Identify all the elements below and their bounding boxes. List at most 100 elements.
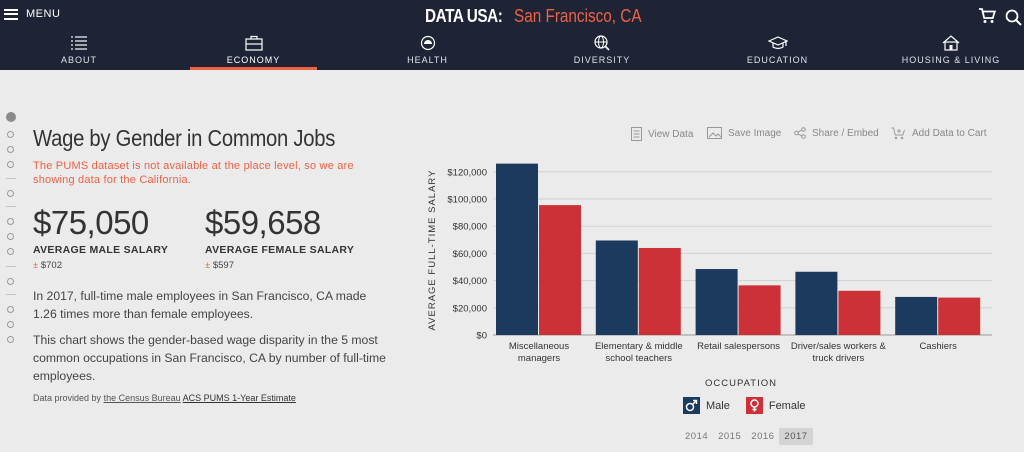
bar-female: [838, 290, 881, 335]
legend-male[interactable]: Male: [683, 397, 730, 414]
y-tick-label: $100,000: [447, 195, 487, 206]
graduation-cap-icon: [767, 36, 788, 50]
year-2016[interactable]: 2016: [751, 431, 775, 442]
year-selector: 2014 2015 2016 2017: [680, 428, 813, 445]
tab-diversity[interactable]: DIVERSITY: [540, 34, 664, 70]
section-dot[interactable]: [7, 146, 14, 153]
menu-label: MENU: [26, 8, 61, 20]
section-dot[interactable]: [7, 190, 14, 197]
bar-female: [938, 297, 981, 335]
section-dot-active[interactable]: [6, 112, 16, 122]
search-icon[interactable]: [1004, 8, 1022, 26]
section-dot[interactable]: [7, 248, 14, 255]
document-icon: [631, 127, 642, 141]
y-tick-label: $60,000: [453, 249, 487, 260]
cart-icon[interactable]: [978, 8, 996, 24]
house-icon: [942, 35, 960, 51]
y-tick-label: $0: [476, 331, 487, 342]
place-name: San Francisco, CA: [514, 6, 642, 26]
female-salary-label: AVERAGE FEMALE SALARY: [205, 244, 355, 256]
add-to-cart-button[interactable]: Add Data to Cart: [891, 127, 986, 140]
tab-label: DIVERSITY: [573, 55, 631, 65]
source-dataset-link[interactable]: ACS PUMS 1-Year Estimate: [182, 393, 296, 403]
tab-label: ECONOMY: [226, 55, 281, 65]
tab-label: HEALTH: [407, 55, 448, 65]
x-tick-label: Driver/sales workers &: [791, 341, 887, 352]
wage-bar-chart: $0 $20,000 $40,000 $60,000 $80,000 $100,000 $1…: [427, 163, 992, 389]
bar-female: [539, 205, 581, 335]
list-icon: [71, 36, 87, 50]
x-tick-label: Cashiers: [919, 341, 957, 352]
tab-economy[interactable]: ECONOMY: [190, 34, 317, 70]
x-tick-label: Retail salespersons: [697, 341, 780, 352]
bar-male: [595, 240, 638, 335]
legend-female-label: Female: [768, 399, 806, 412]
section-dot[interactable]: [7, 161, 14, 168]
male-salary-stat: $75,050 AVERAGE MALE SALARY ± $702: [33, 204, 168, 271]
y-tick-label: $20,000: [453, 303, 487, 314]
legend-female[interactable]: Female: [745, 397, 806, 414]
bar-male: [795, 271, 838, 335]
x-tick-label: managers: [518, 353, 560, 364]
bar-male: [895, 296, 938, 335]
section-nav: ABOUT ECONOMY HEALTH DIVERSITY EDUCA: [0, 34, 1024, 70]
summary-paragraph: In 2017, full-time male employees in San…: [33, 289, 367, 321]
bar-female: [738, 285, 781, 335]
menu-button[interactable]: MENU: [4, 8, 60, 20]
y-tick-label: $120,000: [447, 167, 487, 178]
x-tick-label: truck drivers: [813, 353, 865, 364]
dot-divider: [6, 206, 16, 207]
top-bar: MENU DATA USA: San Francisco, CA: [0, 0, 1024, 34]
bar-female: [638, 247, 681, 335]
section-dot[interactable]: [7, 218, 14, 225]
globe-icon: [594, 35, 610, 51]
hamburger-icon: [4, 8, 18, 20]
tab-label: HOUSING & LIVING: [901, 55, 1001, 65]
section-title: Wage by Gender in Common Jobs: [33, 125, 336, 151]
dot-divider: [6, 178, 16, 179]
save-image-button[interactable]: Save Image: [707, 127, 781, 139]
helmet-icon: [420, 35, 435, 51]
bar-male: [695, 269, 738, 335]
tab-housing[interactable]: HOUSING & LIVING: [890, 34, 1012, 70]
y-tick-label: $40,000: [453, 276, 487, 287]
data-source: Data provided by the Census Bureau ACS P…: [33, 393, 296, 403]
chart-legend: Male Female: [683, 397, 806, 414]
section-dot[interactable]: [7, 306, 14, 313]
x-tick-label: Miscellaneous: [509, 341, 569, 352]
male-symbol-icon: [683, 397, 700, 414]
description-paragraph: This chart shows the gender-based wage d…: [33, 333, 386, 383]
x-tick-label: Elementary & middle: [595, 341, 683, 352]
male-salary-value: $75,050: [33, 204, 149, 241]
male-salary-label: AVERAGE MALE SALARY: [33, 244, 169, 256]
cart-plus-icon: [891, 127, 905, 140]
section-dot[interactable]: [7, 131, 14, 138]
dataset-notice: The PUMS dataset is not available at the…: [33, 160, 354, 186]
section-dot[interactable]: [7, 321, 14, 328]
source-org-link[interactable]: the Census Bureau: [103, 393, 181, 403]
female-salary-moe: ± $597: [205, 260, 234, 271]
year-2014[interactable]: 2014: [685, 431, 709, 442]
image-icon: [707, 127, 722, 139]
year-2017[interactable]: 2017: [779, 428, 813, 445]
female-salary-value: $59,658: [205, 204, 321, 241]
section-dot[interactable]: [7, 233, 14, 240]
bar-male: [496, 163, 538, 335]
male-salary-moe: ± $702: [33, 260, 62, 271]
brand[interactable]: DATA USA: San Francisco, CA: [425, 6, 664, 27]
briefcase-icon: [244, 35, 263, 51]
tab-education[interactable]: EDUCATION: [705, 34, 850, 70]
section-dot[interactable]: [7, 278, 14, 285]
x-axis-label: OCCUPATION: [705, 378, 777, 389]
section-dot[interactable]: [7, 336, 14, 343]
female-salary-stat: $59,658 AVERAGE FEMALE SALARY ± $597: [205, 204, 354, 271]
year-2015[interactable]: 2015: [718, 431, 742, 442]
share-icon: [794, 127, 806, 139]
tab-health[interactable]: HEALTH: [360, 34, 495, 70]
dot-divider: [6, 294, 16, 295]
view-data-button[interactable]: View Data: [631, 127, 693, 141]
share-embed-button[interactable]: Share / Embed: [794, 127, 879, 139]
y-tick-label: $80,000: [453, 222, 487, 233]
tab-label: EDUCATION: [746, 55, 809, 65]
tab-about[interactable]: ABOUT: [0, 34, 158, 70]
